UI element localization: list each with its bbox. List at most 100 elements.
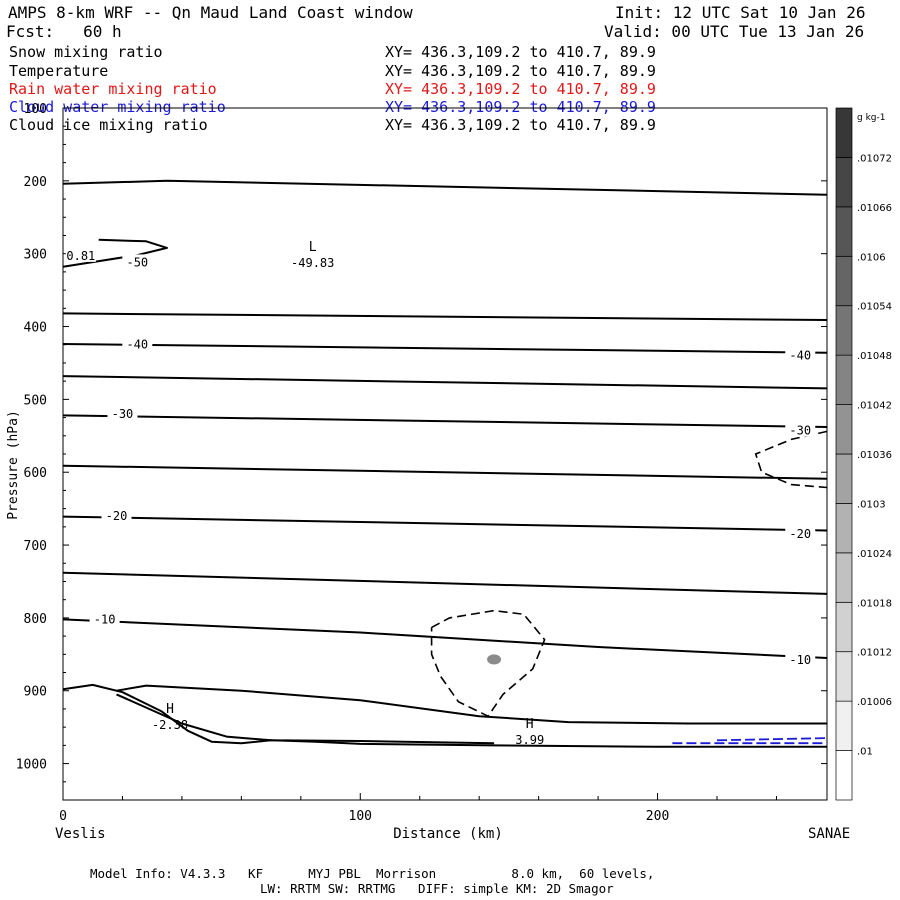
contour-label-bg [89, 611, 120, 626]
colorbar-segment [835, 107, 853, 158]
y-tick-label: 500 [24, 393, 47, 408]
colorbar-label: .01054 [857, 302, 892, 313]
contour-label-bg [65, 247, 96, 262]
contour-label-bg [101, 507, 132, 522]
contour-label: -20 [106, 509, 128, 523]
isotherm-line [62, 683, 827, 748]
field-xy-temperature: XY= 436.3,109.2 to 410.7, 89.9 [385, 62, 656, 80]
colorbar-units: g kg-1 [857, 113, 885, 123]
isotherm-line [62, 343, 828, 354]
extremum-value: 3.99 [515, 733, 544, 747]
y-axis: 100 200 300 400 500 600 700 800 900 1000 [16, 102, 827, 801]
isotherm-line [62, 312, 828, 321]
colorbar-label: .01036 [857, 450, 892, 461]
isotherm-line [62, 515, 828, 532]
colorbar-label: .0103 [857, 499, 886, 510]
contour-label: 0.81 [66, 249, 95, 263]
y-tick-label: 200 [24, 175, 47, 190]
contour-label-bg [122, 336, 153, 351]
snow-mixing-ratio-contours [430, 430, 828, 718]
colorbar-label: .01012 [857, 648, 892, 659]
colorbar-segment [835, 503, 853, 554]
field-xy-rain: XY= 436.3,109.2 to 410.7, 89.9 [385, 80, 656, 98]
extremum-letter: H [526, 717, 534, 732]
cloud-water-contours [672, 737, 828, 745]
isotherm-line [116, 684, 827, 725]
y-tick-label: 100 [24, 102, 47, 117]
colorbar: .01 .01006 .01012 .01018 .01024 .0103 .01036 .0… [835, 107, 892, 801]
contour-label: -40 [789, 349, 811, 363]
y-tick-label: 400 [24, 321, 47, 336]
left-endpoint-label: Veslis [55, 826, 106, 842]
colorbar-segment [835, 750, 853, 801]
colorbar-segment [835, 157, 853, 208]
contour-label-bg [785, 347, 816, 362]
cloud-water-contour [716, 737, 828, 742]
colorbar-label: .01066 [857, 203, 892, 214]
extremum-letter: H [166, 702, 174, 717]
colorbar-segment [835, 404, 853, 455]
contour-label-bg [785, 422, 816, 437]
colorbar-segment [835, 601, 853, 653]
colorbar-segment [835, 354, 853, 405]
contour-label: -30 [789, 424, 811, 438]
y-tick-label: 1000 [16, 758, 47, 773]
field-name-cloud-ice: Cloud ice mixing ratio [9, 116, 208, 134]
y-tick-label: 800 [24, 612, 47, 627]
isotherm-line [116, 693, 495, 745]
field-name-cloud-water: Cloud water mixing ratio [9, 98, 226, 116]
extremum-value: -49.83 [291, 256, 334, 270]
y-tick-label: 900 [24, 685, 47, 700]
field-name-temperature: Temperature [9, 62, 109, 80]
field-xy-cloud-water: XY= 436.3,109.2 to 410.7, 89.9 [385, 98, 656, 116]
isotherm-line [62, 618, 828, 659]
isotherm-line [62, 414, 828, 428]
model-info-line1: Model Info: V4.3.3 KF MYJ PBL Morrison 8… [90, 866, 655, 881]
x-tick-label: 0 [59, 809, 67, 824]
chart-title: AMPS 8-km WRF -- Qn Maud Land Coast wind… [8, 3, 413, 22]
contour-label-bg [785, 652, 816, 667]
y-tick-label: 300 [24, 248, 47, 263]
colorbar-label: .01042 [857, 401, 892, 412]
isotherm-line [62, 464, 828, 480]
model-info-line2: LW: RRTM SW: RRTMG DIFF: simple KM: 2D S… [260, 881, 614, 896]
isotherm-line [62, 238, 168, 268]
x-tick-label: 100 [349, 809, 372, 824]
contour-label-bg [785, 526, 816, 541]
field-name-snow: Snow mixing ratio [9, 43, 163, 61]
colorbar-label: .01048 [857, 351, 892, 362]
colorbar-segment [835, 552, 853, 603]
extremum-letter: L [309, 240, 317, 255]
y-axis-label: Pressure (hPa) [6, 410, 21, 520]
colorbar-segment [835, 206, 853, 257]
colorbar-label: .01018 [857, 598, 892, 609]
contour-label-bg [107, 405, 138, 420]
contour-label: -10 [789, 653, 811, 667]
forecast-hour: Fcst: 60 h [6, 22, 122, 41]
plot-frame [62, 107, 828, 801]
y-tick-label: 700 [24, 539, 47, 554]
colorbar-segment [835, 305, 853, 356]
snow-contour [430, 609, 546, 718]
colorbar-label: .01024 [857, 549, 892, 560]
x-tick-label: 200 [646, 809, 669, 824]
temperature-isotherms [62, 179, 828, 748]
valid-time: Valid: 00 UTC Tue 13 Jan 26 [604, 22, 865, 41]
colorbar-segment [835, 255, 853, 307]
contour-labels: -50 -40 -40 -30 -30 -20 -20 -10 -10 0.81 [65, 247, 816, 667]
field-xy-cloud-ice: XY= 436.3,109.2 to 410.7, 89.9 [385, 116, 656, 134]
colorbar-label: .01006 [857, 697, 892, 708]
contour-label: -10 [94, 612, 116, 626]
right-endpoint-label: SANAE [808, 826, 850, 842]
snow-contour [754, 430, 828, 489]
isotherm-line [62, 571, 828, 595]
extrema-markers: L-49.83H-2.38 H3.99 [152, 240, 544, 747]
contour-label: -30 [112, 407, 134, 421]
x-axis: 0 100 200 [59, 793, 777, 824]
init-time: Init: 12 UTC Sat 10 Jan 26 [615, 3, 866, 22]
colorbar-label: .01072 [857, 153, 892, 164]
contour-label: -20 [789, 527, 811, 541]
extremum-value: -2.38 [152, 718, 188, 732]
contour-label-bg [122, 254, 153, 269]
